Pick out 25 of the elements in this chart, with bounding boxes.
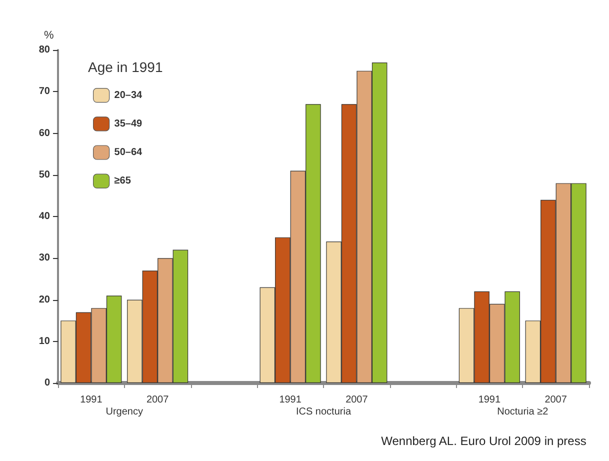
text: ICS nocturia (296, 406, 352, 418)
text: Nocturia ≥2 (497, 406, 549, 418)
x-tick-label: 2007 (146, 394, 170, 406)
text: Wennberg AL. Euro Urol 2009 in press (381, 434, 586, 448)
legend-label: 50–64 (114, 147, 143, 158)
x-tick-label: 2007 (544, 394, 568, 406)
y-tick-label: 0 (44, 378, 50, 388)
text: Urgency (106, 406, 143, 418)
y-tick-label: 70 (38, 86, 50, 98)
y-axis-title: % (44, 30, 54, 42)
y-tick-label: 80 (38, 44, 50, 56)
x-tick-label: 1991 (478, 394, 501, 406)
legend-label: ≥65 (114, 176, 132, 187)
y-tick-label: 60 (38, 128, 50, 139)
legend-label: 35–49 (114, 118, 143, 130)
x-tick-label: 1991 (279, 394, 302, 406)
y-tick-label: 10 (38, 336, 50, 347)
legend-label: 20–34 (114, 90, 143, 101)
y-tick-label: 30 (38, 252, 50, 264)
y-tick-label: 20 (38, 294, 50, 306)
x-tick-label: 1991 (80, 394, 103, 406)
y-tick-label: 40 (38, 211, 50, 222)
legend-title: Age in 1991 (88, 59, 163, 75)
y-tick-label: 50 (38, 169, 50, 180)
x-tick-label: 2007 (346, 394, 368, 406)
